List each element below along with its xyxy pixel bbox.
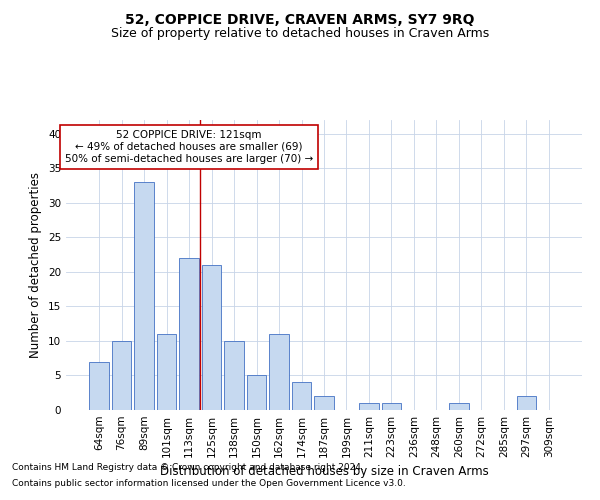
Bar bbox=[112, 341, 131, 410]
Bar bbox=[269, 334, 289, 410]
Bar bbox=[247, 376, 266, 410]
X-axis label: Distribution of detached houses by size in Craven Arms: Distribution of detached houses by size … bbox=[160, 466, 488, 478]
Bar bbox=[359, 403, 379, 410]
Text: 52 COPPICE DRIVE: 121sqm
← 49% of detached houses are smaller (69)
50% of semi-d: 52 COPPICE DRIVE: 121sqm ← 49% of detach… bbox=[65, 130, 313, 164]
Bar bbox=[292, 382, 311, 410]
Bar bbox=[224, 341, 244, 410]
Bar bbox=[517, 396, 536, 410]
Bar bbox=[89, 362, 109, 410]
Text: Size of property relative to detached houses in Craven Arms: Size of property relative to detached ho… bbox=[111, 28, 489, 40]
Bar bbox=[382, 403, 401, 410]
Text: 52, COPPICE DRIVE, CRAVEN ARMS, SY7 9RQ: 52, COPPICE DRIVE, CRAVEN ARMS, SY7 9RQ bbox=[125, 12, 475, 26]
Bar bbox=[449, 403, 469, 410]
Bar bbox=[314, 396, 334, 410]
Bar bbox=[179, 258, 199, 410]
Bar bbox=[157, 334, 176, 410]
Bar bbox=[202, 265, 221, 410]
Text: Contains HM Land Registry data © Crown copyright and database right 2024.: Contains HM Land Registry data © Crown c… bbox=[12, 464, 364, 472]
Y-axis label: Number of detached properties: Number of detached properties bbox=[29, 172, 43, 358]
Bar bbox=[134, 182, 154, 410]
Text: Contains public sector information licensed under the Open Government Licence v3: Contains public sector information licen… bbox=[12, 478, 406, 488]
